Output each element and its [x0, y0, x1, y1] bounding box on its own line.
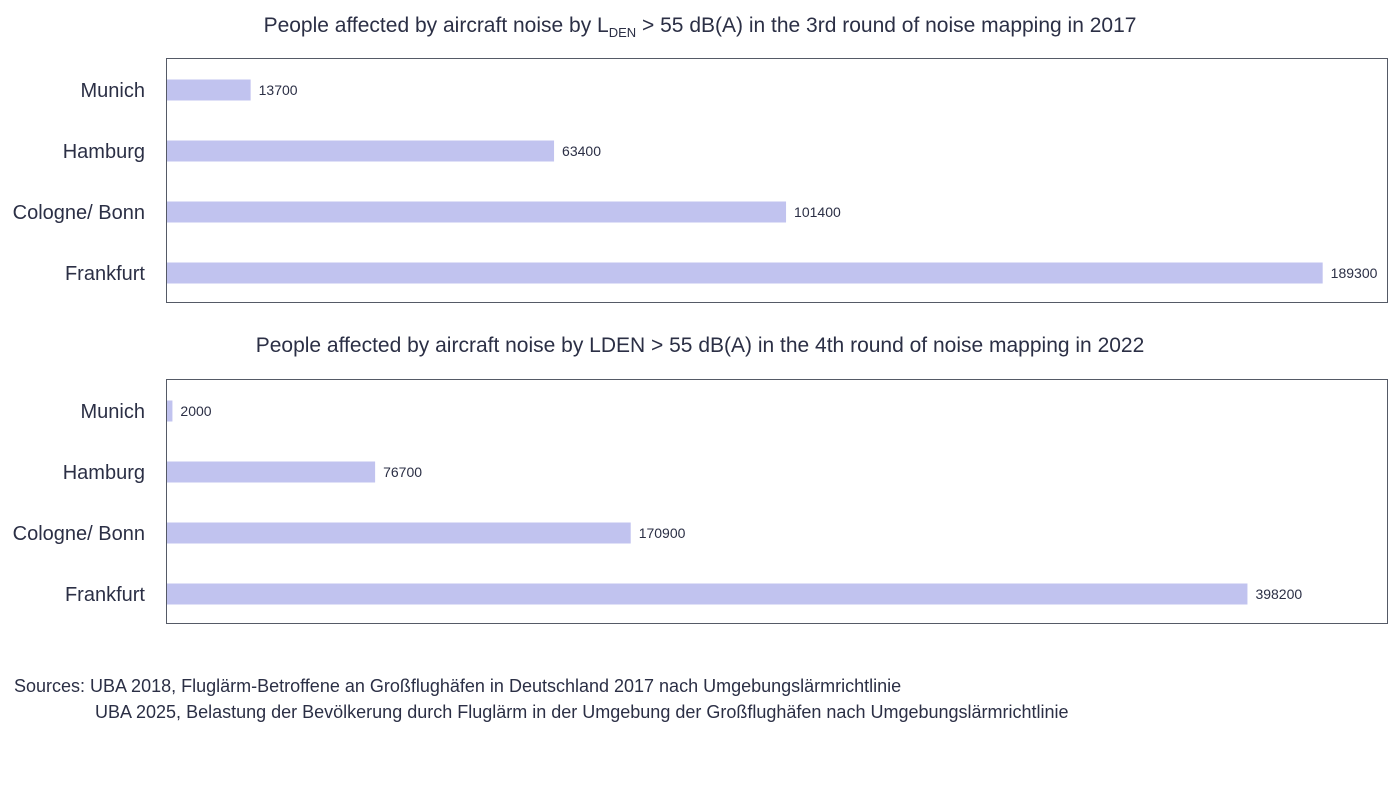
- chart-1-frame: [166, 58, 1388, 303]
- bar-1-0: [167, 400, 173, 422]
- bar-0-2: [167, 201, 787, 223]
- category-label: Cologne/ Bonn: [13, 202, 145, 224]
- data-label: 398200: [1255, 586, 1302, 602]
- chart-2-frame: [166, 379, 1388, 624]
- category-label: Munich: [81, 80, 145, 102]
- category-label: Frankfurt: [65, 584, 145, 606]
- bar-0-1: [167, 140, 555, 162]
- data-label: 63400: [562, 143, 601, 159]
- sources-line-1: Sources: UBA 2018, Fluglärm-Betroffene a…: [14, 676, 902, 696]
- sources-line-2: UBA 2025, Belastung der Bevölkerung durc…: [95, 702, 1069, 722]
- bar-1-3: [167, 583, 1248, 605]
- data-label: 2000: [180, 403, 211, 419]
- data-label: 76700: [383, 464, 422, 480]
- chart-1-title: People affected by aircraft noise by LDE…: [263, 14, 1137, 40]
- data-label: 189300: [1331, 265, 1378, 281]
- category-label: Munich: [81, 401, 145, 423]
- category-label: Hamburg: [63, 462, 145, 484]
- category-label: Cologne/ Bonn: [13, 523, 145, 545]
- data-label: 13700: [259, 82, 298, 98]
- bar-1-1: [167, 461, 376, 483]
- bar-1-2: [167, 522, 631, 544]
- data-label: 101400: [794, 204, 841, 220]
- category-label: Frankfurt: [65, 263, 145, 285]
- category-label: Hamburg: [63, 141, 145, 163]
- data-label: 170900: [639, 525, 686, 541]
- bar-0-0: [167, 79, 251, 101]
- chart-2-title: People affected by aircraft noise by LDE…: [255, 334, 1145, 357]
- bar-0-3: [167, 262, 1323, 284]
